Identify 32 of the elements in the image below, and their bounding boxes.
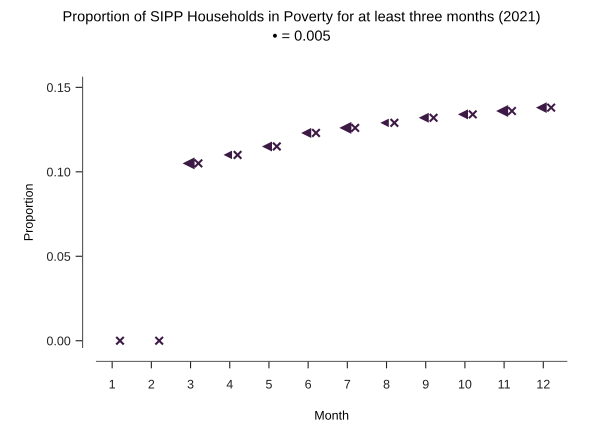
point	[154, 336, 164, 346]
x-tick-label: 12	[537, 380, 550, 388]
y-tick-label: 0.05	[46, 252, 70, 261]
x-tick-label: 4	[226, 380, 233, 388]
x-tick-label: 2	[148, 380, 154, 388]
x-tick-label: 7	[344, 380, 350, 388]
x-tick-label: 5	[266, 380, 272, 389]
chart-subtitle: • = 0.005	[272, 30, 330, 41]
y-tick-label: 0.15	[46, 83, 70, 92]
y-axis-title: Proportion	[24, 184, 36, 240]
x-tick-label: 6	[305, 380, 312, 389]
point	[272, 142, 282, 152]
x-tick-label: 8	[384, 380, 390, 389]
chart-title: Proportion of SIPP Households in Poverty for at least three months (2021)	[64, 10, 540, 24]
y-tick-label: 0.10	[46, 168, 70, 176]
point	[546, 102, 556, 112]
point	[428, 112, 438, 123]
x-tick-label: 11	[498, 380, 510, 388]
point	[507, 106, 517, 116]
x-axis-title: Month	[315, 410, 348, 420]
point	[468, 110, 478, 120]
point	[115, 336, 125, 346]
y-tick-label: 0.00	[46, 336, 70, 346]
point	[350, 123, 360, 133]
x-tick-label: 3	[188, 380, 194, 389]
point	[232, 150, 242, 160]
point	[194, 158, 204, 168]
x-tick-label: 9	[422, 380, 429, 389]
point	[390, 118, 400, 128]
x-tick-label: 1	[110, 380, 116, 388]
point	[311, 128, 321, 138]
x-tick-label: 10	[458, 380, 472, 389]
